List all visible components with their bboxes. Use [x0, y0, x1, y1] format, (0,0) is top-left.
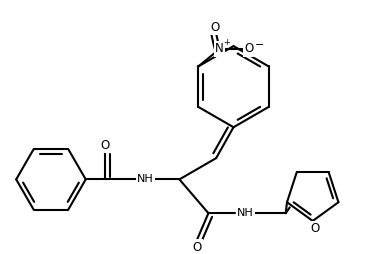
Text: NH: NH	[237, 208, 254, 218]
Text: −: −	[255, 40, 264, 50]
Text: +: +	[223, 38, 230, 47]
Text: NH: NH	[137, 174, 154, 184]
Text: O: O	[210, 21, 219, 34]
Text: O: O	[100, 139, 110, 152]
Text: N: N	[215, 42, 224, 55]
Text: O: O	[192, 241, 201, 253]
Text: O: O	[244, 42, 253, 55]
Text: O: O	[310, 222, 319, 235]
